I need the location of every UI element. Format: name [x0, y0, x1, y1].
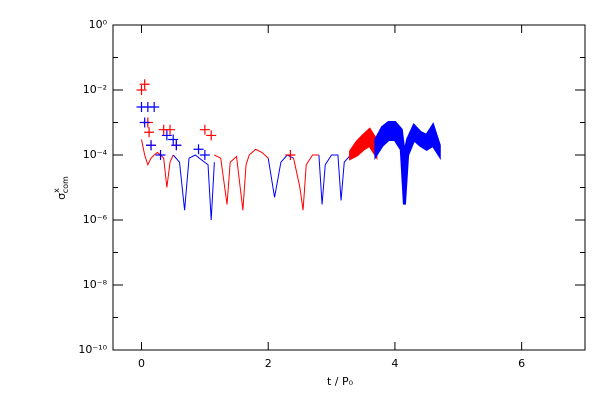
- plus-marker: [139, 117, 150, 128]
- plus-marker: [144, 127, 155, 138]
- y-tick-label: 10⁻¹⁰: [78, 343, 107, 356]
- plus-marker: [193, 144, 204, 155]
- series-band: [349, 127, 378, 161]
- plus-marker: [139, 79, 150, 90]
- plus-marker: [285, 150, 296, 160]
- plus-marker: [161, 130, 172, 141]
- plus-marker: [206, 130, 217, 141]
- x-tick-label: 2: [265, 357, 272, 370]
- y-tick-label: 10⁻⁴: [83, 148, 108, 161]
- series-line: [293, 154, 319, 211]
- y-axis-label-sub: com: [61, 176, 70, 193]
- plus-marker: [149, 101, 160, 112]
- y-tick-label: 10⁻⁶: [83, 213, 108, 226]
- plus-marker: [171, 140, 182, 151]
- y-tick-label: 10⁻⁸: [83, 278, 108, 291]
- series-line: [267, 154, 294, 198]
- plus-marker: [146, 140, 157, 151]
- plus-marker: [199, 150, 210, 160]
- x-tick-label: 6: [518, 357, 525, 370]
- x-tick-label: 0: [138, 357, 145, 370]
- y-axis-label-main: σ: [55, 193, 68, 200]
- plus-marker: [136, 85, 147, 95]
- x-axis-label: t / P₀: [327, 375, 354, 388]
- x-tick-label: 4: [391, 357, 398, 370]
- series-line: [318, 154, 351, 205]
- series-line: [172, 154, 215, 221]
- series-band: [374, 121, 441, 205]
- series-line: [214, 148, 269, 211]
- plus-marker: [168, 134, 179, 145]
- y-tick-label: 10⁻²: [83, 83, 107, 96]
- plus-marker: [155, 150, 166, 160]
- y-axis-label: σxcom: [52, 176, 70, 200]
- series-line: [141, 139, 174, 188]
- y-axis-label-sup: x: [52, 188, 61, 193]
- plus-marker: [165, 124, 176, 135]
- plus-marker: [199, 124, 210, 135]
- plot-frame: [112, 24, 586, 351]
- y-tick-label: 10⁰: [89, 18, 108, 31]
